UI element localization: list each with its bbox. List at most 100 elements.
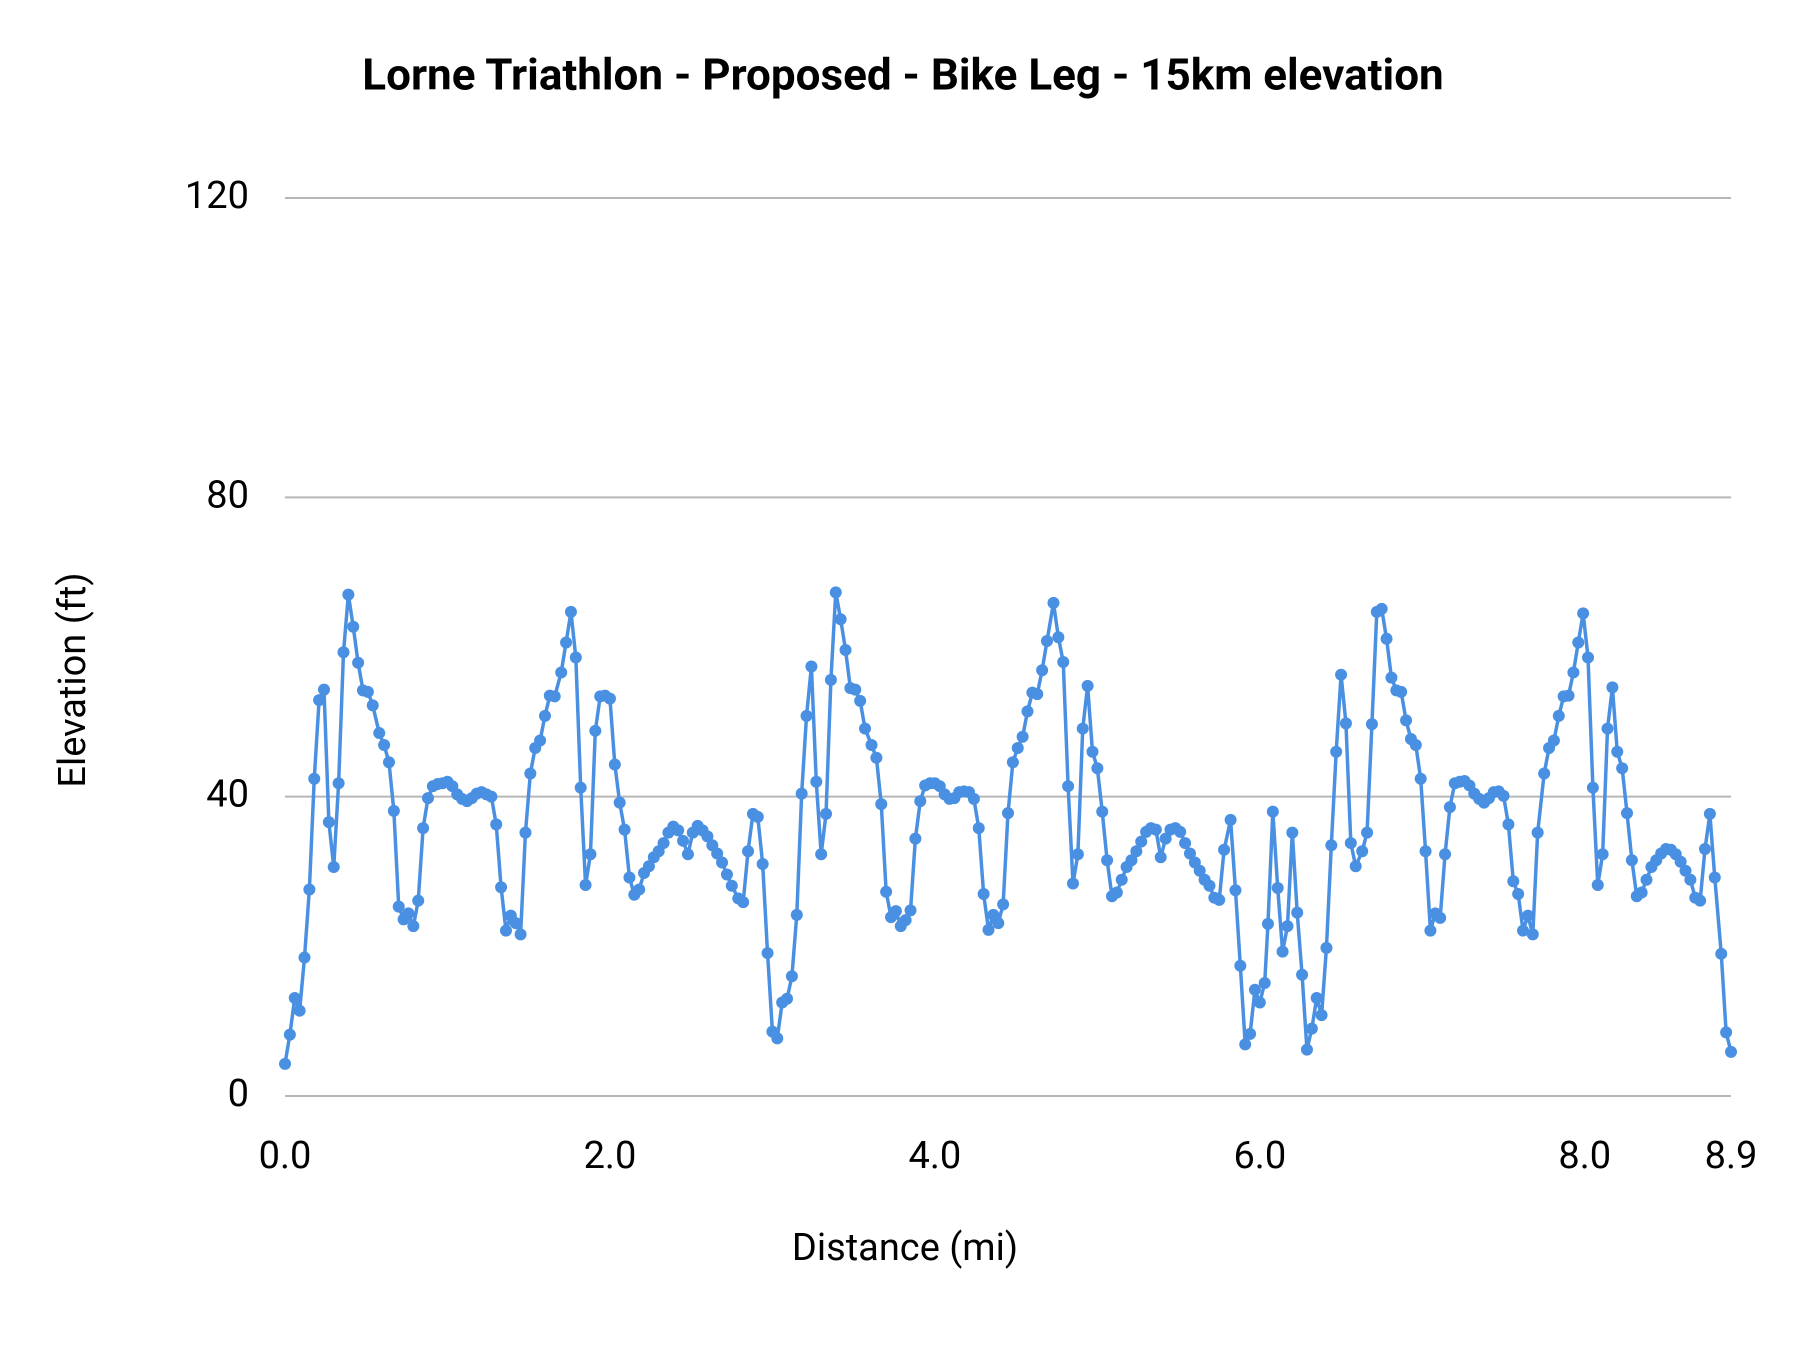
data-point [1424,924,1437,937]
data-point [1115,873,1128,886]
x-tick-label: 0.0 [259,1134,312,1178]
data-point [1439,848,1452,861]
data-point [899,914,912,927]
data-point [366,699,379,712]
data-point [1159,832,1172,845]
data-point [1300,1043,1313,1056]
data-point [1344,837,1357,850]
data-point [972,822,985,835]
data-point [534,734,547,747]
data-point [1521,909,1534,922]
data-point [373,727,386,740]
data-point [1552,709,1565,722]
data-point [1567,666,1580,679]
data-point [1076,722,1089,735]
data-point [589,724,602,737]
data-point [790,908,803,921]
data-point [657,837,670,850]
data-point [1497,789,1510,802]
data-point [865,739,878,752]
data-point [1611,745,1624,758]
data-point [1356,845,1369,858]
data-point [485,790,498,803]
chart-title: Lorne Triathlon - Proposed - Bike Leg - … [362,49,1443,101]
data-point [1203,879,1216,892]
data-point [574,781,587,794]
x-tick-label: 8.0 [1558,1134,1611,1178]
data-point [579,878,592,891]
data-point [1400,714,1413,727]
data-point [1361,826,1374,839]
data-point [1258,977,1271,990]
data-point [977,887,990,900]
data-point [555,666,568,679]
data-point [1625,854,1638,867]
data-point [283,1028,296,1041]
data-point [633,883,646,896]
data-point [1086,745,1099,758]
data-point [839,643,852,656]
data-point [761,947,774,960]
data-point [1091,762,1104,775]
data-point [1572,636,1585,649]
data-point [992,917,1005,930]
data-point [1310,991,1323,1004]
data-point [392,900,405,913]
data-point [417,822,430,835]
data-point [1040,635,1053,648]
data-point [1266,805,1279,818]
data-point [382,756,395,769]
data-point [1071,848,1084,861]
data-point [1110,886,1123,899]
data-point [1606,681,1619,694]
data-point [317,683,330,696]
data-point [1244,1027,1257,1040]
data-point [347,620,360,633]
data-point [1419,845,1432,858]
data-point [909,832,922,845]
data-point [967,792,980,805]
data-point [569,651,582,664]
data-point [421,792,434,805]
data-point [1320,941,1333,954]
data-point [1261,917,1274,930]
data-point [1218,843,1231,856]
data-point [1325,839,1338,852]
data-point [1679,864,1692,877]
data-point [560,636,573,649]
x-axis-title: Distance (mi) [792,1226,1018,1270]
data-point [771,1032,784,1045]
data-point [1375,602,1388,615]
data-point [293,1004,306,1017]
data-point [1183,847,1196,860]
data-point [352,656,365,669]
y-tick-label: 40 [206,773,249,817]
data-point [1616,762,1629,775]
data-point [1239,1038,1252,1051]
data-point [1036,664,1049,677]
data-point [1296,968,1309,981]
data-point [1006,756,1019,769]
data-point [1434,911,1447,924]
data-point [1547,734,1560,747]
data-point [1305,1022,1318,1035]
data-point [820,807,833,820]
data-point [402,907,415,920]
data-point [412,894,425,907]
data-point [1703,807,1716,820]
data-point [1601,722,1614,735]
data-point [716,856,729,869]
data-point [1179,837,1192,850]
data-point [1047,596,1060,609]
data-point [1021,705,1034,718]
y-tick-label: 80 [206,473,249,517]
data-point [1684,873,1697,886]
data-point [342,588,355,601]
data-point [1715,947,1728,960]
x-tick-label: 4.0 [909,1134,962,1178]
data-point [564,605,577,618]
data-point [1708,871,1721,884]
data-point [829,586,842,599]
data-point [1193,864,1206,877]
